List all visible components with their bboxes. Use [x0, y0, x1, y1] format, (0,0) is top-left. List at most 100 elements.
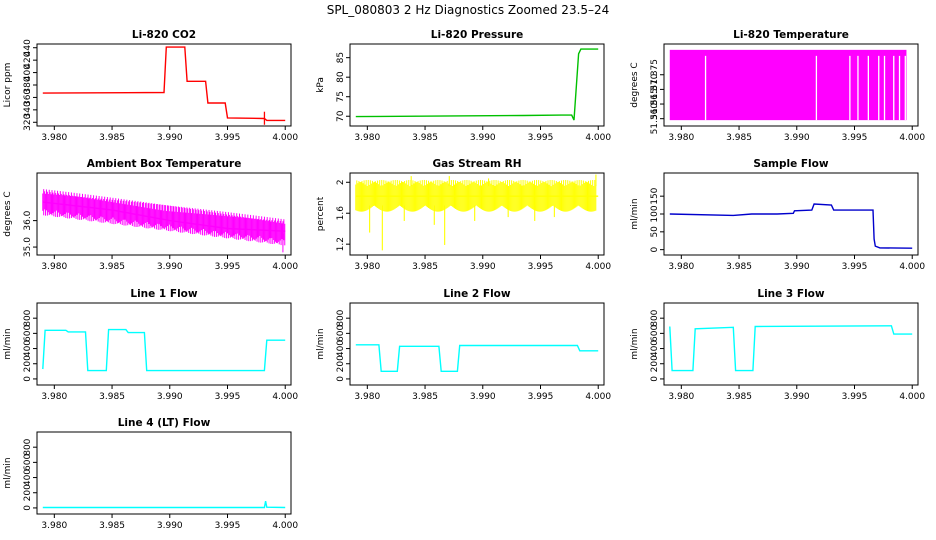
- series-line: [42, 46, 286, 122]
- y-tick-label: 80: [336, 71, 346, 83]
- x-axis: 3.980 3.985 3.990 3.995 4.000: [41, 385, 298, 402]
- x-tick-label: 4.000: [272, 262, 298, 272]
- panel-title: Line 1 Flow: [130, 288, 197, 300]
- x-tick-label: 3.980: [41, 392, 67, 402]
- x-tick-label: 4.000: [585, 262, 611, 272]
- y-axis-label: percent: [316, 196, 326, 231]
- y-tick-label: 75: [336, 91, 346, 102]
- y-tick-label: 0: [336, 376, 346, 382]
- plot-frame: [36, 172, 292, 256]
- panel-title: Sample Flow: [753, 158, 828, 170]
- x-axis: 3.980 3.985 3.990 3.995 4.000: [668, 126, 925, 143]
- y-tick-label: 51.370: [650, 73, 660, 105]
- y-axis-label: ml/min: [3, 457, 13, 488]
- x-tick-label: 3.985: [412, 133, 438, 143]
- x-tick-label: 4.000: [272, 521, 298, 531]
- y-tick-label: 600: [650, 325, 660, 342]
- y-tick-label: 800: [650, 309, 660, 326]
- x-tick-label: 3.990: [470, 262, 496, 272]
- y-tick-label: 0: [650, 247, 660, 253]
- x-tick-label: 3.980: [668, 392, 694, 402]
- y-tick-label: 600: [23, 325, 33, 342]
- x-axis: 3.980 3.985 3.990 3.995 4.000: [668, 255, 925, 272]
- y-tick-label: 600: [23, 454, 33, 471]
- y-axis-label: ml/min: [316, 328, 326, 359]
- x-tick-label: 3.985: [412, 262, 438, 272]
- y-tick-label: 2: [336, 179, 346, 185]
- y-tick-label: 1.6: [336, 206, 346, 221]
- x-tick-label: 3.990: [157, 392, 183, 402]
- x-tick-label: 3.980: [41, 133, 67, 143]
- y-tick-label: 200: [23, 355, 33, 372]
- y-tick-label: 51.360: [650, 103, 660, 135]
- x-tick-label: 3.980: [41, 262, 67, 272]
- panel-title: Line 2 Flow: [443, 288, 510, 300]
- x-tick-label: 3.990: [470, 392, 496, 402]
- chart-panel-8: Line 2 Flow ml/min 3.980 3.985 3.990 3.995 4.0…: [316, 288, 611, 402]
- x-tick-label: 3.990: [784, 133, 810, 143]
- series-line: [355, 344, 599, 372]
- series-line: [669, 203, 913, 249]
- y-tick-label: 200: [23, 484, 33, 501]
- chart-panel-7: Line 1 Flow ml/min 3.980 3.985 3.990 3.995 4.0…: [3, 288, 298, 402]
- x-tick-label: 4.000: [899, 133, 925, 143]
- x-tick-label: 3.995: [528, 133, 554, 143]
- plot-frame: [36, 431, 292, 515]
- y-tick-label: 0: [23, 376, 33, 382]
- x-tick-label: 3.980: [354, 133, 380, 143]
- panel-title: Line 3 Flow: [757, 288, 824, 300]
- x-tick-label: 3.995: [842, 262, 868, 272]
- y-tick-label: 400: [23, 64, 33, 81]
- series-line: [669, 325, 913, 372]
- x-tick-label: 3.985: [99, 262, 125, 272]
- x-tick-label: 3.995: [528, 262, 554, 272]
- y-tick-label: 35.0: [23, 237, 33, 257]
- y-tick-label: 51.375: [650, 59, 660, 91]
- x-tick-label: 4.000: [585, 133, 611, 143]
- y-tick-label: 150: [650, 187, 660, 204]
- y-axis: 35.0 36.0: [23, 210, 37, 257]
- ambient-noise: [42, 189, 286, 253]
- chart-panel-1: Li-820 CO2 Licor ppm 3.980 3.985 3.990 3.995 4…: [3, 29, 298, 143]
- plot-frame: [36, 302, 292, 386]
- y-tick-label: 0: [23, 505, 33, 511]
- y-tick-label: 36.0: [23, 210, 33, 230]
- panel-title: Gas Stream RH: [432, 158, 521, 170]
- y-tick-label: 340: [23, 101, 33, 118]
- x-tick-label: 4.000: [585, 392, 611, 402]
- y-tick-label: 100: [650, 205, 660, 222]
- y-tick-label: 400: [650, 340, 660, 357]
- x-tick-label: 3.995: [215, 392, 241, 402]
- y-tick-label: 600: [336, 325, 346, 342]
- x-tick-label: 3.995: [215, 262, 241, 272]
- y-axis-label: ml/min: [630, 198, 640, 229]
- panel-title: Li-820 CO2: [132, 29, 196, 41]
- x-tick-label: 3.990: [157, 133, 183, 143]
- y-tick-label: 800: [23, 438, 33, 455]
- x-tick-label: 3.990: [784, 262, 810, 272]
- temperature-oscillation-band: [669, 49, 907, 121]
- y-axis-label: kPa: [316, 77, 326, 93]
- y-tick-label: 400: [23, 469, 33, 486]
- y-tick-label: 85: [336, 52, 346, 63]
- y-axis-label: Licor ppm: [3, 63, 13, 108]
- y-tick-label: 800: [23, 309, 33, 326]
- x-tick-label: 3.990: [784, 392, 810, 402]
- figure-title: SPL_080803 2 Hz Diagnostics Zoomed 23.5–…: [327, 3, 610, 17]
- y-tick-label: 400: [23, 340, 33, 357]
- x-tick-label: 4.000: [899, 262, 925, 272]
- x-axis: 3.980 3.985 3.990 3.995 4.000: [354, 385, 611, 402]
- y-axis: 1.2 1.6 2: [336, 179, 350, 251]
- x-tick-label: 3.985: [412, 392, 438, 402]
- x-tick-label: 3.990: [157, 521, 183, 531]
- y-tick-label: 0: [650, 376, 660, 382]
- y-axis-label: degrees C: [630, 62, 640, 107]
- x-tick-label: 3.985: [726, 262, 752, 272]
